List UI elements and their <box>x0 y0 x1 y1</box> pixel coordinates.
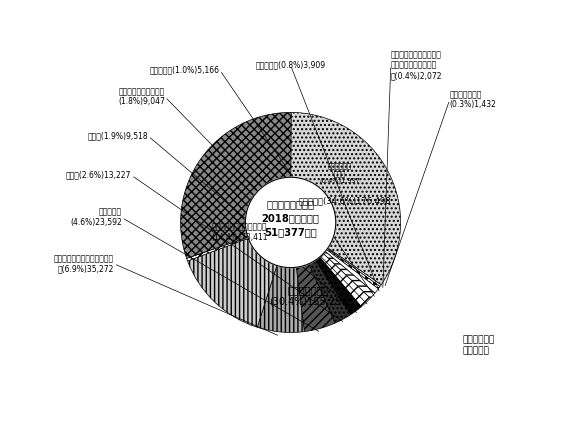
Text: その他の情報
通信業
(0.4%)1,937: その他の情報 通信業 (0.4%)1,937 <box>319 163 360 184</box>
Text: 音声情報制作業
(0.3%)1,432: 音声情報制作業 (0.3%)1,432 <box>450 90 497 109</box>
Text: 広告制作業(0.8%)3,909: 広告制作業(0.8%)3,909 <box>256 61 325 70</box>
Text: ソフトウェア業
(30.4%)155,296: ソフトウェア業 (30.4%)155,296 <box>269 285 348 307</box>
Wedge shape <box>180 112 291 258</box>
Wedge shape <box>290 222 378 293</box>
Text: 有線放送業(1.0%)5,166: 有線放送業(1.0%)5,166 <box>150 66 220 75</box>
Circle shape <box>246 177 336 268</box>
Wedge shape <box>290 222 361 314</box>
Text: 出版業(1.9%)9,518: 出版業(1.9%)9,518 <box>87 131 148 141</box>
Wedge shape <box>290 222 381 287</box>
Text: インターネット附随サービス
業(6.9%)35,272: インターネット附随サービス 業(6.9%)35,272 <box>54 254 114 273</box>
Wedge shape <box>187 222 290 261</box>
Text: 民間放送業
(4.6%)23,592: 民間放送業 (4.6%)23,592 <box>70 208 122 227</box>
Wedge shape <box>290 112 401 285</box>
Text: 情報処理・提供サービス業
(14.4%)73,411: 情報処理・提供サービス業 (14.4%)73,411 <box>211 223 268 242</box>
Wedge shape <box>257 222 304 333</box>
Text: 映像情報制作・配給業
(1.8%)9,047: 映像情報制作・配給業 (1.8%)9,047 <box>118 87 165 107</box>
Text: 新聞業(2.6%)13,227: 新聞業(2.6%)13,227 <box>66 171 132 180</box>
Wedge shape <box>290 222 375 298</box>
Wedge shape <box>290 222 335 332</box>
Text: （　）は割合
単位：億円: （ ）は割合 単位：億円 <box>463 336 495 355</box>
Text: 映像・音声・文字情報制
作に附帯するサービス
業(0.4%)2,072: 映像・音声・文字情報制 作に附帯するサービス 業(0.4%)2,072 <box>391 51 442 80</box>
Wedge shape <box>290 222 380 289</box>
Wedge shape <box>290 222 370 307</box>
Text: 電気通信業(34.6%)176,498: 電気通信業(34.6%)176,498 <box>298 196 391 205</box>
Wedge shape <box>188 222 290 327</box>
Wedge shape <box>290 222 351 323</box>
Text: 情報通信業に係る
2018年度売上高
51兆377億円: 情報通信業に係る 2018年度売上高 51兆377億円 <box>261 200 320 237</box>
